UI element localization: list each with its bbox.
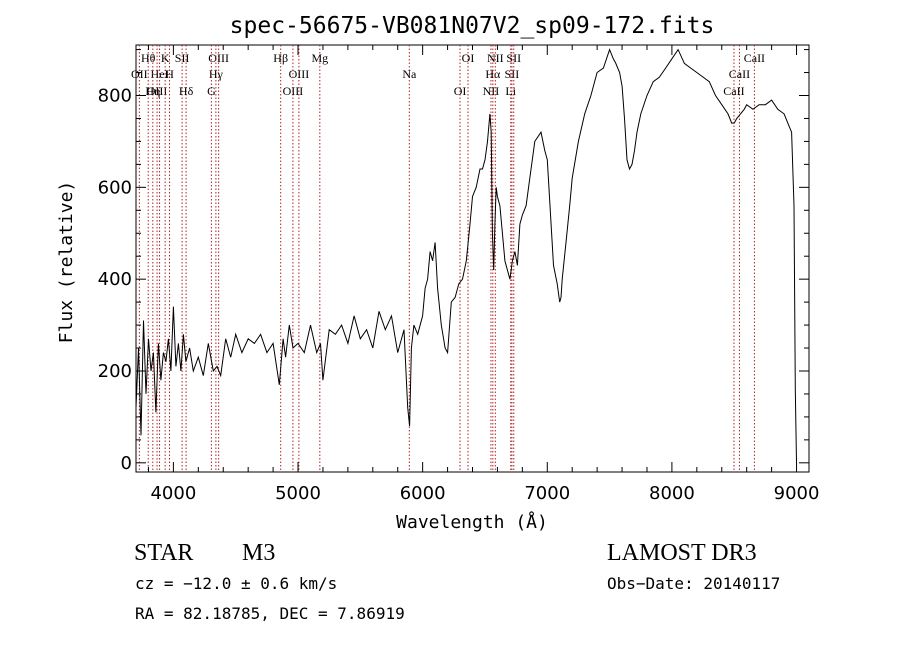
y-tick-label: 600 (98, 177, 132, 198)
line-marker-label: SII (505, 67, 520, 81)
y-axis-title: Flux (relative) (56, 181, 77, 344)
line-marker-label: OII (131, 67, 148, 81)
line-marker-label: SII (175, 51, 190, 65)
observation-date: Obs−Date: 20140117 (607, 574, 780, 593)
line-marker-label: G (207, 84, 216, 98)
y-tick-label: 0 (121, 453, 132, 474)
y-tick-label: 800 (98, 86, 132, 107)
line-marker-label: OI (462, 51, 475, 65)
x-tick-label: 6000 (400, 483, 446, 504)
redshift-value: cz = −12.0 ± 0.6 km/s (135, 574, 337, 593)
line-marker-label: Hγ (209, 67, 224, 81)
coordinates: RA = 82.18785, DEC = 7.86919 (135, 604, 405, 623)
object-class: STAR (134, 540, 193, 566)
line-marker-label: Hη (145, 84, 160, 98)
line-marker-label: Hθ (141, 51, 156, 65)
survey-name: LAMOST DR3 (607, 540, 757, 566)
line-marker-label: HeI (151, 67, 169, 81)
line-marker-label: Mg (311, 51, 328, 65)
spectrum-line (135, 48, 797, 463)
line-marker-label: OIII (283, 84, 304, 98)
line-marker-label: K (161, 51, 170, 65)
plot-frame (135, 44, 810, 473)
line-marker-label: NII (487, 51, 504, 65)
x-tick-label: 8000 (649, 483, 695, 504)
line-marker-label: OIII (208, 51, 229, 65)
chart-title: spec-56675-VB081N07V2_sp09-172.fits (230, 13, 715, 39)
x-tick-label: 9000 (774, 483, 820, 504)
line-marker-label: CaII (729, 67, 750, 81)
line-marker-label: NII (483, 84, 500, 98)
spectrum-series (135, 48, 797, 463)
y-tick-label: 200 (98, 361, 132, 382)
line-marker-label: Li (505, 84, 516, 98)
line-marker-label: Hβ (273, 51, 288, 65)
x-tick-label: 7000 (524, 483, 570, 504)
x-tick-label: 4000 (150, 483, 196, 504)
line-marker-label: OI (454, 84, 467, 98)
line-marker-label: OIII (289, 67, 310, 81)
line-marker-label: Hδ (179, 84, 194, 98)
x-tick-label: 5000 (275, 483, 321, 504)
axis-ticks: 4000 5000 6000 7000 8000 9000 0 200 400 600 800 (98, 45, 820, 504)
emission-line-markers: HθOIIOIIIKHeIHηSIIHHδOIIIHγGHβOIIIOIIIMg… (131, 45, 765, 472)
line-marker-label: CaII (744, 51, 765, 65)
line-marker-label: Na (402, 67, 417, 81)
x-axis-title: Wavelength (Å) (396, 511, 548, 533)
line-marker-label: Hα (485, 67, 501, 81)
object-subclass: M3 (242, 540, 275, 566)
y-tick-label: 400 (98, 269, 132, 290)
line-marker-label: SII (506, 51, 521, 65)
line-marker-label: OIII (147, 84, 168, 98)
line-marker-label: CaII (723, 84, 744, 98)
line-marker-label: H (165, 67, 174, 81)
